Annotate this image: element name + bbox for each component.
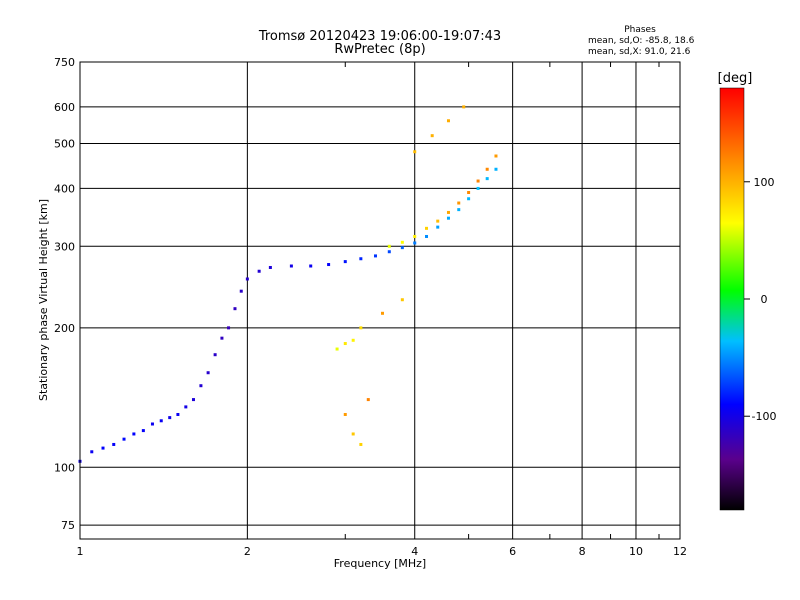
data-point	[413, 241, 417, 245]
data-point	[343, 412, 347, 416]
x-axis-label: Frequency [MHz]	[334, 557, 426, 570]
data-point	[199, 384, 203, 388]
data-point	[467, 197, 471, 201]
data-point	[430, 134, 434, 138]
data-point	[457, 208, 461, 212]
data-point	[366, 398, 370, 402]
data-point	[400, 246, 404, 250]
data-point	[436, 219, 440, 223]
data-point	[176, 412, 180, 416]
data-point	[359, 257, 363, 261]
x-tick-label: 2	[244, 545, 251, 558]
chart-subtitle: RwPretec (8p)	[334, 42, 425, 57]
data-point	[90, 450, 94, 454]
data-point	[351, 432, 355, 436]
colorbar-tick-label: 100	[754, 176, 775, 189]
data-point	[476, 179, 480, 183]
data-point	[359, 442, 363, 446]
data-point	[457, 201, 461, 205]
colorbar-tick-label: -100	[752, 410, 777, 423]
data-point	[446, 216, 450, 220]
data-point	[467, 190, 471, 194]
plot-frame	[79, 61, 681, 540]
data-point	[351, 338, 355, 342]
colorbar-tick-label: 0	[761, 293, 768, 306]
data-point	[268, 265, 272, 269]
colorbar	[719, 87, 745, 511]
data-point	[239, 289, 243, 293]
stats-heading: Phases	[624, 25, 656, 35]
y-tick-label: 100	[54, 461, 75, 474]
data-point	[257, 269, 261, 273]
data-point	[289, 264, 293, 268]
data-point	[425, 226, 429, 230]
data-point	[245, 277, 249, 281]
data-point	[494, 154, 498, 158]
data-point	[387, 250, 391, 254]
data-point	[373, 254, 377, 258]
y-tick-label: 600	[54, 101, 75, 114]
colorbar-label: [deg]	[718, 71, 753, 86]
x-axis-ticks: 1 2 4 6 8 10 12	[77, 62, 687, 558]
y-tick-label: 200	[54, 322, 75, 335]
x-tick-label: 10	[629, 545, 643, 558]
x-tick-label: 4	[411, 545, 418, 558]
data-point	[400, 298, 404, 302]
data-point	[168, 416, 172, 420]
y-tick-label: 75	[61, 519, 75, 532]
data-point	[227, 326, 231, 330]
data-point	[159, 419, 163, 423]
data-point	[400, 240, 404, 244]
plot-grid	[80, 62, 680, 539]
x-tick-label: 6	[509, 545, 516, 558]
data-point	[132, 432, 136, 436]
data-point	[327, 263, 331, 267]
y-tick-label: 400	[54, 182, 75, 195]
data-point	[494, 167, 498, 171]
data-point	[191, 398, 195, 402]
data-point	[387, 244, 391, 248]
data-point	[220, 336, 224, 340]
data-point	[141, 429, 145, 433]
data-point	[380, 311, 384, 315]
data-point	[213, 353, 217, 357]
data-point	[184, 405, 188, 409]
stats-x-mode: mean, sd,X: 91.0, 21.6	[588, 47, 691, 57]
y-axis-ticks: 75 100 200 300 400 500 600 750	[54, 56, 75, 532]
data-point	[359, 326, 363, 330]
colorbar-ticks: 100 0 -100	[744, 176, 776, 423]
data-point	[112, 442, 116, 446]
stats-o-mode: mean, sd,O: -85.8, 18.6	[588, 36, 695, 46]
y-axis-label: Stationary phase Virtual Height [km]	[37, 199, 50, 401]
data-point	[122, 437, 126, 441]
data-point	[485, 177, 489, 181]
data-point	[446, 119, 450, 123]
y-tick-label: 500	[54, 138, 75, 151]
x-tick-label: 1	[77, 545, 84, 558]
data-point	[335, 347, 339, 351]
data-point	[436, 225, 440, 229]
data-point	[150, 422, 154, 426]
data-point	[309, 264, 313, 268]
x-tick-label: 8	[579, 545, 586, 558]
data-point	[485, 167, 489, 171]
data-point	[476, 186, 480, 190]
data-point	[101, 446, 105, 450]
data-point	[343, 342, 347, 346]
chart-title: Tromsø 20120423 19:06:00-19:07:43	[258, 29, 501, 44]
data-point	[233, 307, 237, 311]
data-point	[343, 260, 347, 264]
data-point	[413, 234, 417, 238]
data-point	[413, 150, 417, 154]
data-point	[446, 210, 450, 214]
plot-points	[78, 105, 498, 463]
x-tick-label: 12	[673, 545, 687, 558]
data-point	[425, 234, 429, 238]
data-point	[462, 105, 466, 109]
y-tick-label: 300	[54, 240, 75, 253]
y-tick-label: 750	[54, 56, 75, 69]
data-point	[206, 371, 210, 375]
